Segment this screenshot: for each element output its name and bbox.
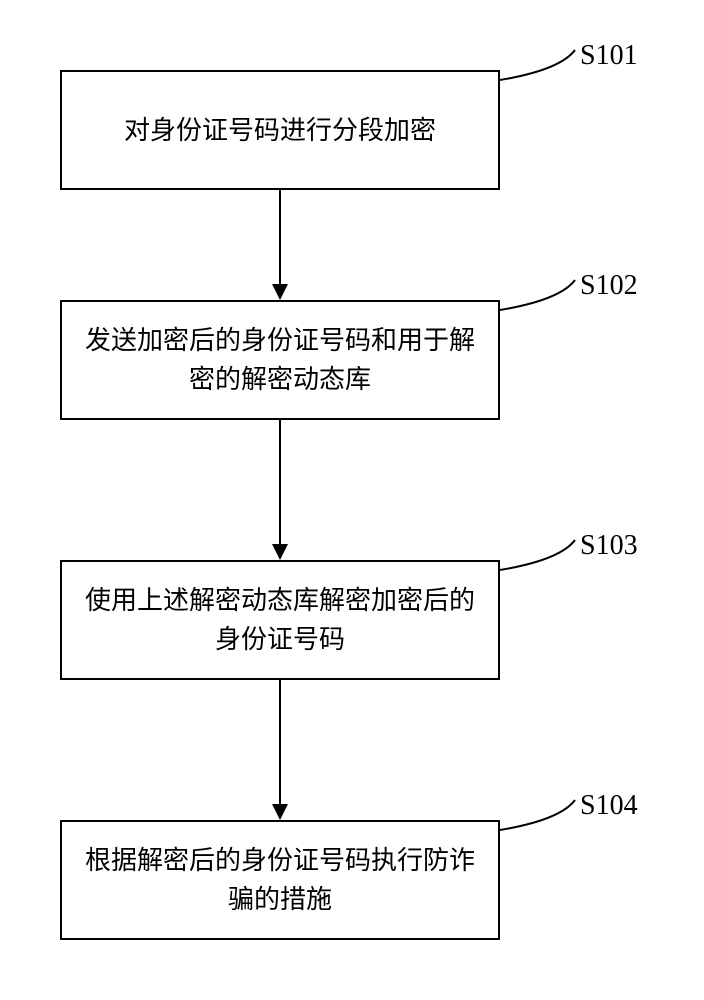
flow-node-3: 使用上述解密动态库解密加密后的身份证号码 [60, 560, 500, 680]
arrow-head-2-3 [272, 544, 288, 560]
flow-node-2-text: 发送加密后的身份证号码和用于解密的解密动态库 [82, 321, 478, 399]
flow-node-4-text: 根据解密后的身份证号码执行防诈骗的措施 [82, 841, 478, 919]
flow-node-4: 根据解密后的身份证号码执行防诈骗的措施 [60, 820, 500, 940]
step-label-2: S102 [580, 270, 638, 302]
step-label-1: S101 [580, 40, 638, 72]
arrow-head-3-4 [272, 804, 288, 820]
flow-node-2: 发送加密后的身份证号码和用于解密的解密动态库 [60, 300, 500, 420]
flow-node-3-text: 使用上述解密动态库解密加密后的身份证号码 [82, 581, 478, 659]
step-label-4: S104 [580, 790, 638, 822]
arrow-2-3 [279, 420, 281, 544]
flow-node-1-text: 对身份证号码进行分段加密 [124, 111, 436, 150]
arrow-head-1-2 [272, 284, 288, 300]
step-label-3: S103 [580, 530, 638, 562]
arrow-3-4 [279, 680, 281, 804]
flow-node-1: 对身份证号码进行分段加密 [60, 70, 500, 190]
arrow-1-2 [279, 190, 281, 284]
